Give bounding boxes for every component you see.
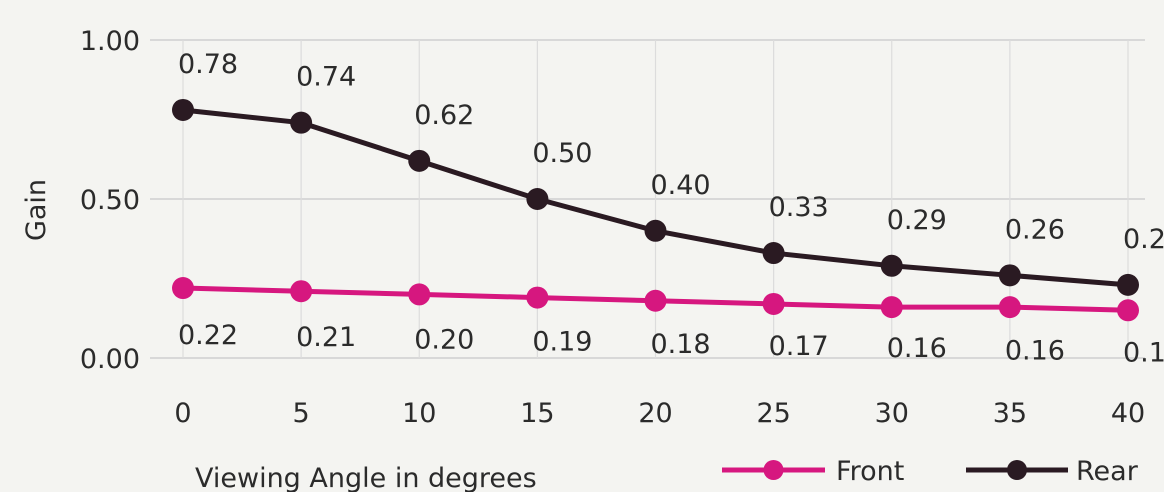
data-point-rear bbox=[526, 188, 549, 210]
data-label-front: 0.22 bbox=[178, 320, 238, 351]
data-label-rear: 0.29 bbox=[887, 205, 947, 236]
x-tick-label: 30 bbox=[875, 398, 909, 429]
x-axis-title: Viewing Angle in degrees bbox=[195, 463, 537, 492]
x-tick-label: 5 bbox=[293, 398, 310, 429]
data-point-front bbox=[408, 283, 431, 306]
y-tick-label: 0.50 bbox=[80, 185, 140, 216]
data-label-rear: 0.40 bbox=[650, 170, 710, 201]
x-tick-label: 0 bbox=[174, 398, 191, 429]
data-point-rear bbox=[290, 111, 313, 134]
data-label-front: 0.21 bbox=[296, 322, 356, 353]
y-tick-label: 0.00 bbox=[80, 344, 140, 375]
y-tick-label: 1.00 bbox=[80, 26, 140, 57]
data-point-front bbox=[526, 286, 549, 309]
data-label-rear: 0.74 bbox=[296, 62, 356, 93]
data-label-rear: 0.78 bbox=[178, 49, 238, 80]
data-label-front: 0.16 bbox=[1005, 335, 1065, 366]
y-axis-title: Gain bbox=[21, 179, 52, 241]
data-label-front: 0.20 bbox=[414, 324, 474, 355]
x-tick-label: 15 bbox=[520, 398, 554, 429]
data-point-rear bbox=[644, 219, 667, 242]
x-tick-label: 20 bbox=[638, 398, 672, 429]
data-point-front bbox=[998, 296, 1021, 319]
data-label-front: 0.19 bbox=[532, 327, 592, 358]
legend-marker-front bbox=[763, 460, 784, 480]
data-point-front bbox=[172, 277, 194, 300]
grid-lines bbox=[150, 39, 1145, 359]
data-labels: 0.22 0.21 0.20 0.19 0.18 0.17 0.16 0.16 0.15 0.78… bbox=[178, 49, 1164, 369]
data-point-rear bbox=[1117, 273, 1139, 296]
data-label-front: 0.18 bbox=[650, 329, 710, 360]
data-label-rear: 0.33 bbox=[769, 192, 829, 223]
y-axis-ticks: 0.00 0.50 1.00 bbox=[80, 26, 140, 375]
x-tick-label: 35 bbox=[993, 398, 1027, 429]
data-point-front bbox=[290, 280, 313, 303]
legend-label-front: Front bbox=[836, 456, 904, 487]
x-tick-label: 25 bbox=[756, 398, 790, 429]
legend-label-rear: Rear bbox=[1076, 456, 1139, 487]
data-point-rear bbox=[172, 98, 194, 121]
x-tick-label: 10 bbox=[402, 398, 436, 429]
data-point-rear bbox=[408, 149, 431, 172]
data-label-front: 0.15 bbox=[1123, 338, 1164, 369]
data-point-front bbox=[880, 296, 903, 319]
data-label-rear: 0.62 bbox=[414, 100, 474, 131]
data-label-rear: 0.50 bbox=[532, 138, 592, 169]
legend-marker-rear bbox=[1007, 460, 1027, 480]
x-tick-label: 40 bbox=[1111, 398, 1145, 429]
data-point-rear bbox=[998, 264, 1021, 287]
data-label-rear: 0.23 bbox=[1123, 224, 1164, 255]
data-point-rear bbox=[880, 254, 903, 277]
data-point-front bbox=[1117, 299, 1139, 322]
x-axis-ticks: 0 5 10 15 20 25 30 35 40 bbox=[174, 398, 1145, 429]
data-label-front: 0.17 bbox=[769, 331, 829, 362]
series-layer bbox=[172, 98, 1139, 322]
data-label-rear: 0.26 bbox=[1005, 214, 1065, 245]
data-label-front: 0.16 bbox=[887, 333, 947, 364]
legend: Front Rear bbox=[722, 456, 1139, 487]
data-point-front bbox=[762, 292, 785, 315]
data-point-front bbox=[644, 289, 667, 312]
data-point-rear bbox=[762, 242, 785, 265]
